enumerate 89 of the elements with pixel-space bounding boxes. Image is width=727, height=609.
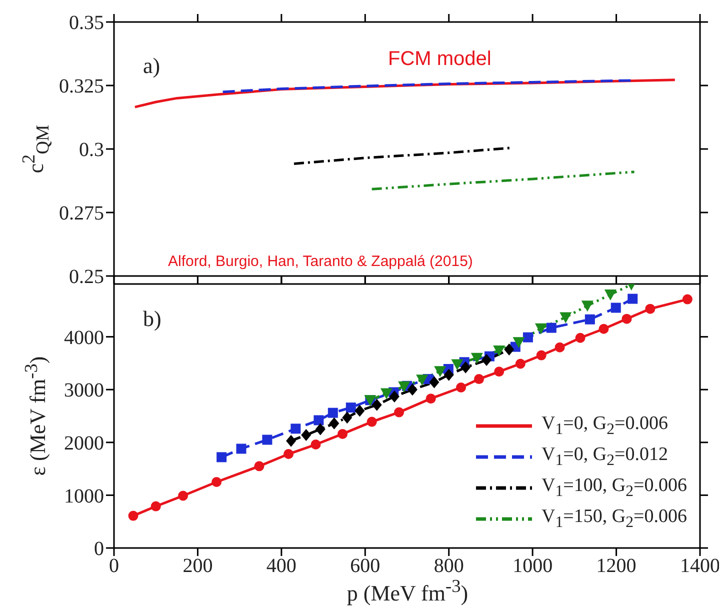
y-tick-label: 0.3 <box>79 139 104 162</box>
point <box>426 394 436 404</box>
y-tick-label: 1000 <box>64 485 104 508</box>
point <box>216 452 227 462</box>
point <box>314 415 324 426</box>
point <box>301 429 312 442</box>
point <box>622 314 632 324</box>
annotation: b) <box>143 306 162 332</box>
point <box>493 346 506 357</box>
point <box>407 384 418 396</box>
point <box>645 304 656 314</box>
point <box>342 412 352 424</box>
point <box>346 402 356 413</box>
y-tick-label: 0.275 <box>59 202 104 225</box>
point <box>212 477 222 487</box>
point <box>372 398 382 411</box>
point <box>315 423 326 436</box>
line-series <box>292 146 511 165</box>
legend-label: V$_{1}$=100, G$_{2}$=0.006 <box>542 474 687 500</box>
y-tick-label: 0.35 <box>69 12 104 34</box>
annotation: Alford, Burgio, Han, Taranto & Zappalá (2015) <box>168 253 473 270</box>
point <box>482 354 492 366</box>
point <box>178 490 188 501</box>
point <box>366 416 377 427</box>
point <box>512 337 525 348</box>
point <box>262 434 272 445</box>
point <box>581 300 594 312</box>
point <box>534 323 547 334</box>
x-axis-title: p (MeV fm$^{-3}$) <box>346 576 468 606</box>
point <box>338 428 348 439</box>
point <box>522 332 533 342</box>
point <box>236 444 246 454</box>
point <box>434 366 446 378</box>
point <box>416 374 428 386</box>
point <box>504 343 514 356</box>
point <box>628 294 638 304</box>
point <box>284 449 294 460</box>
point <box>604 290 616 301</box>
point <box>456 382 466 392</box>
y-tick-label: 0 <box>94 538 104 560</box>
line-series <box>370 170 636 190</box>
point <box>546 322 556 333</box>
legend-label: V$_{1}$=0, G$_{2}$=0.012 <box>542 444 668 470</box>
point <box>444 368 454 381</box>
point <box>474 374 484 384</box>
point <box>460 361 471 374</box>
point <box>536 350 546 360</box>
point <box>515 358 526 369</box>
x-tick-label: 600 <box>350 555 380 578</box>
point <box>380 388 392 400</box>
point <box>560 312 572 324</box>
y-tick-label: 0.325 <box>59 76 104 98</box>
y-tick-label: 2000 <box>64 432 104 454</box>
point <box>470 352 483 364</box>
point <box>290 424 301 434</box>
point <box>394 407 404 418</box>
point <box>328 408 338 418</box>
point <box>584 314 595 324</box>
x-tick-label: 800 <box>434 555 464 578</box>
point <box>310 440 321 450</box>
x-tick-label: 0 <box>109 555 119 578</box>
annotation: FCM model <box>388 48 492 71</box>
point <box>286 434 296 447</box>
legend-label: V$_{1}$=0, G$_{2}$=0.006 <box>542 412 668 438</box>
y-tick-label: 3000 <box>64 380 104 402</box>
point <box>451 359 464 370</box>
point <box>128 510 138 521</box>
y-tick-label: 0.25 <box>69 266 104 288</box>
point <box>575 332 586 343</box>
point <box>150 501 161 512</box>
point <box>598 324 609 334</box>
annotation: a) <box>143 53 160 79</box>
point <box>354 404 365 417</box>
legend-label: V$_{1}$=150, G$_{2}$=0.006 <box>542 506 687 532</box>
y-tick-label: 4000 <box>64 326 104 349</box>
point <box>494 366 504 377</box>
point <box>329 417 340 430</box>
x-tick-label: 1200 <box>596 555 636 578</box>
point <box>389 390 400 402</box>
point <box>254 461 264 472</box>
x-tick-label: 1000 <box>512 555 553 578</box>
point <box>429 376 440 388</box>
point <box>554 342 565 352</box>
x-tick-label: 1400 <box>680 555 720 578</box>
x-tick-label: 400 <box>266 555 296 578</box>
x-tick-label: 200 <box>182 555 213 578</box>
point <box>610 302 621 313</box>
point <box>398 381 410 392</box>
point <box>682 294 692 304</box>
